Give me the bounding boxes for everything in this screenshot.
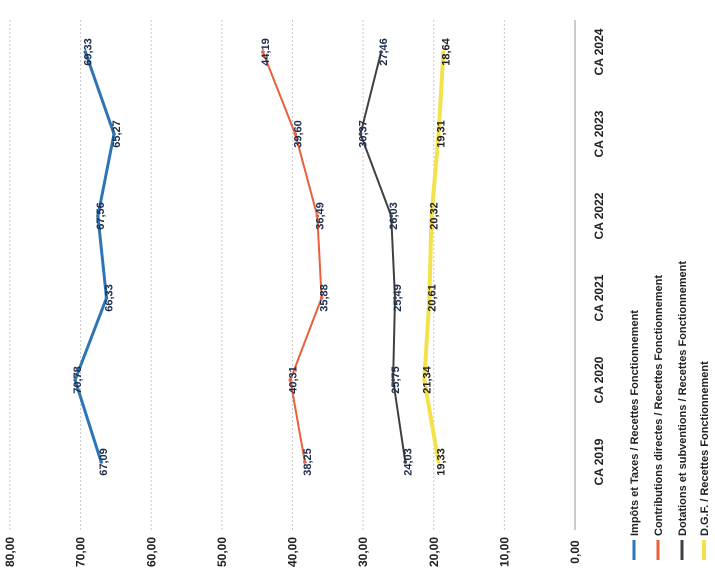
data-point <box>391 378 395 382</box>
data-point <box>96 214 100 218</box>
data-label: 36,49 <box>314 202 326 230</box>
data-label: 24,03 <box>402 448 414 476</box>
data-label: 30,37 <box>358 120 370 148</box>
data-point <box>315 214 320 218</box>
data-point <box>261 50 265 54</box>
data-point <box>358 132 363 136</box>
data-label: 20,32 <box>428 202 440 230</box>
value-tick-label: 0,00 <box>568 540 582 564</box>
value-tick-label: 30,00 <box>356 537 370 567</box>
data-label: 18,64 <box>440 37 452 65</box>
value-tick-label: 80,00 <box>3 537 17 567</box>
data-point <box>99 460 103 464</box>
value-tick-label: 10,00 <box>497 537 511 567</box>
data-label: 69,33 <box>82 38 94 66</box>
data-label: 25,49 <box>392 284 404 312</box>
data-point <box>403 460 408 464</box>
data-label: 44,19 <box>260 38 272 66</box>
data-label: 19,33 <box>435 448 447 476</box>
gridlines <box>9 20 576 530</box>
data-label: 21,34 <box>421 365 433 393</box>
category-label: CA 2022 <box>592 192 606 239</box>
data-label: 67,09 <box>98 448 110 476</box>
data-labels: 67,09 70,78 66,33 67,56 65,27 69,33 38,25 40,31… <box>72 37 452 475</box>
category-label: CA 2024 <box>592 28 606 75</box>
legend-item-label: Dotations et subventions / Recettes Fonc… <box>677 261 689 536</box>
series-line-dotations-et-subventions-recettes-fonctionnement <box>359 51 407 463</box>
data-label: 40,31 <box>287 366 299 394</box>
data-label: 65,27 <box>111 120 123 148</box>
category-label: CA 2021 <box>592 274 606 321</box>
data-label: 19,31 <box>436 120 448 148</box>
value-tick-label: 50,00 <box>215 537 229 567</box>
data-label: 66,33 <box>104 284 116 312</box>
data-point <box>422 378 427 382</box>
series-line-d-g-f-recettes-fonctionnement <box>422 51 446 463</box>
data-point <box>112 132 116 136</box>
data-point <box>83 50 88 54</box>
legend-item-label: Impôts et Taxes / Recettes Fonctionnemen… <box>629 310 641 536</box>
data-label: 70,78 <box>72 366 84 394</box>
category-label: CA 2019 <box>592 438 606 485</box>
data-label: 39,60 <box>292 120 304 148</box>
data-point <box>303 460 307 464</box>
data-label: 20,61 <box>426 284 438 312</box>
value-tick-label: 20,00 <box>427 537 441 567</box>
axis-labels: 0,00 10,00 20,00 30,00 40,00 50,00 60,00 70,00 8… <box>3 28 606 567</box>
data-point <box>429 214 434 218</box>
data-point <box>288 378 293 382</box>
data-point <box>319 296 324 300</box>
value-tick-label: 60,00 <box>144 537 158 567</box>
data-label: 35,88 <box>319 284 331 312</box>
legend: Impôts et Taxes / Recettes Fonctionnemen… <box>629 261 711 560</box>
category-label: CA 2020 <box>592 356 606 403</box>
category-label: CA 2023 <box>592 110 606 157</box>
series-line-impots-et-taxes-recettes-fonctionnement <box>73 51 116 463</box>
data-point <box>389 214 393 218</box>
series-line-contributions-directes-recettes-fonctionnement <box>261 51 323 463</box>
data-point <box>436 460 441 464</box>
data-point <box>393 296 397 300</box>
value-tick-label: 40,00 <box>286 537 300 567</box>
data-label: 25,75 <box>390 366 402 394</box>
data-point <box>104 296 109 300</box>
data-point <box>73 378 77 382</box>
data-label: 38,25 <box>302 448 314 476</box>
data-point <box>427 296 432 300</box>
data-label: 67,56 <box>95 202 107 230</box>
data-point <box>379 50 383 54</box>
legend-item-label: D.G.F. / Recettes Fonctionnement <box>699 361 711 536</box>
value-tick-label: 70,00 <box>74 537 88 567</box>
data-label: 26,03 <box>388 202 400 230</box>
data-point <box>293 132 298 136</box>
data-label: 27,46 <box>378 38 390 66</box>
legend-item-label: Contributions directes / Recettes Foncti… <box>653 275 665 536</box>
data-point <box>441 50 446 54</box>
data-point <box>436 132 441 136</box>
series-lines <box>73 50 446 464</box>
